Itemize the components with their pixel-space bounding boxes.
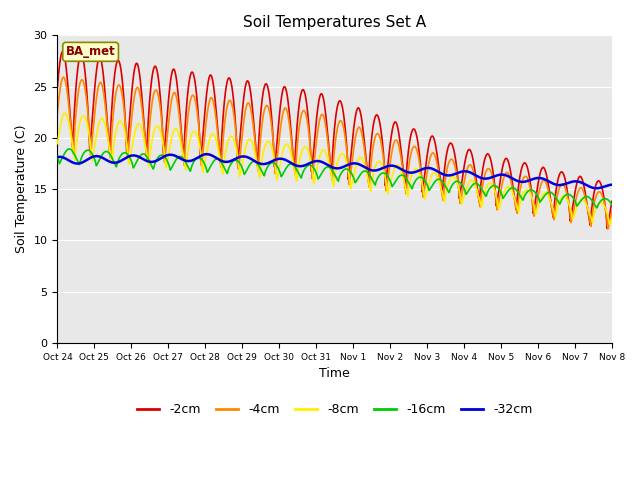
-16cm <box>164 159 172 165</box>
-16cm <box>543 191 550 197</box>
-2cm <box>493 196 501 202</box>
-8cm <box>54 141 61 146</box>
-8cm <box>61 110 68 116</box>
-4cm <box>604 226 612 232</box>
-4cm <box>421 183 429 189</box>
-32cm <box>203 151 211 157</box>
-8cm <box>493 199 501 204</box>
-16cm <box>177 154 185 159</box>
-8cm <box>421 195 429 201</box>
Line: -32cm: -32cm <box>58 154 612 188</box>
-2cm <box>54 84 61 90</box>
-16cm <box>608 202 616 208</box>
Text: BA_met: BA_met <box>66 45 115 59</box>
-4cm <box>54 110 61 116</box>
Line: -4cm: -4cm <box>58 77 612 229</box>
-2cm <box>239 100 247 106</box>
X-axis label: Time: Time <box>319 367 350 380</box>
-2cm <box>164 108 172 113</box>
-32cm <box>608 182 616 188</box>
-32cm <box>421 166 429 171</box>
Line: -8cm: -8cm <box>58 113 612 224</box>
-2cm <box>177 127 185 132</box>
-4cm <box>177 131 185 136</box>
-8cm <box>543 191 550 196</box>
-4cm <box>608 208 616 214</box>
-8cm <box>608 216 616 221</box>
-8cm <box>239 156 247 162</box>
-32cm <box>163 152 171 158</box>
Title: Soil Temperatures Set A: Soil Temperatures Set A <box>243 15 426 30</box>
-16cm <box>421 178 429 183</box>
-32cm <box>54 154 61 160</box>
-16cm <box>54 154 61 159</box>
-4cm <box>493 205 501 211</box>
-32cm <box>543 177 550 183</box>
-16cm <box>493 184 501 190</box>
-16cm <box>593 205 601 211</box>
-32cm <box>239 154 247 159</box>
-16cm <box>65 146 73 152</box>
Line: -16cm: -16cm <box>58 149 612 208</box>
-2cm <box>608 198 616 204</box>
-4cm <box>164 130 172 136</box>
-4cm <box>239 124 247 130</box>
-16cm <box>239 168 247 173</box>
-8cm <box>164 157 172 163</box>
Line: -2cm: -2cm <box>58 51 612 228</box>
-32cm <box>593 185 600 191</box>
Legend: -2cm, -4cm, -8cm, -16cm, -32cm: -2cm, -4cm, -8cm, -16cm, -32cm <box>132 398 538 421</box>
-2cm <box>59 48 67 54</box>
-32cm <box>493 172 501 178</box>
-2cm <box>421 169 429 175</box>
-4cm <box>60 74 67 80</box>
-8cm <box>177 141 185 147</box>
-2cm <box>543 171 550 177</box>
-4cm <box>543 180 550 186</box>
Y-axis label: Soil Temperature (C): Soil Temperature (C) <box>15 125 28 253</box>
-8cm <box>605 221 613 227</box>
-2cm <box>604 226 611 231</box>
-32cm <box>177 156 184 161</box>
